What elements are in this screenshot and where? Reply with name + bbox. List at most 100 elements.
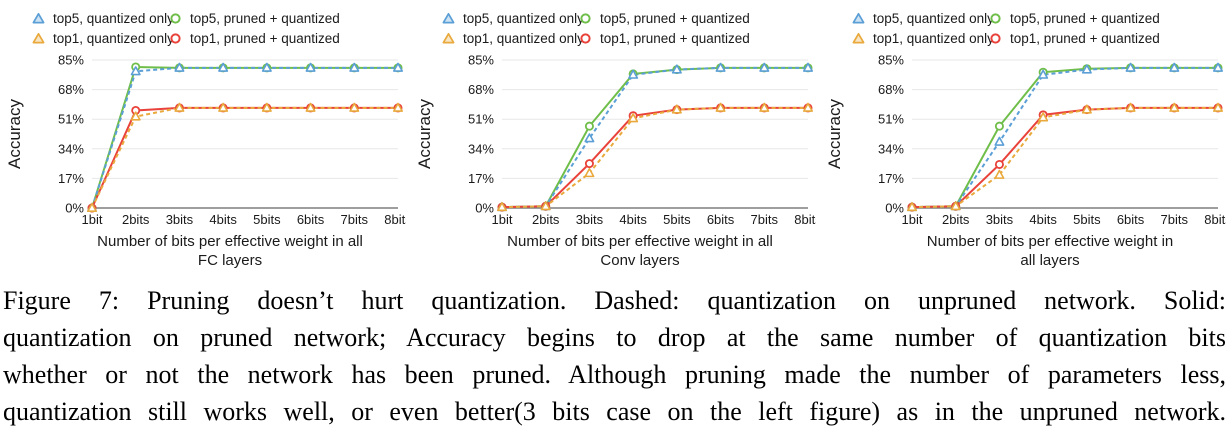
triangle-data-marker [393, 102, 403, 112]
x-axis-title-line2: all layers [1020, 252, 1080, 269]
legend-item: top1, pruned + quantized [169, 31, 340, 46]
y-axis-label: Accuracy [5, 99, 24, 169]
x-tick-label: 8bits [794, 212, 816, 227]
x-tick-label: 2bits [942, 212, 970, 227]
legend-item: top1, quantized only [852, 31, 994, 46]
triangle-data-marker [628, 113, 639, 123]
chart-legend: top5, quantized only top5, pruned + quant… [852, 8, 1229, 48]
circle-marker-icon [580, 32, 591, 44]
chart-panel-conv-layers: top5, quantized only top5, pruned + quant… [410, 8, 820, 270]
legend-item: top5, quantized only [32, 11, 174, 26]
triangle-marker-icon [32, 32, 45, 43]
chart-legend: top5, quantized only top5, pruned + quant… [442, 8, 820, 48]
chart-panel-fc-layers: top5, quantized only top5, pruned + quant… [0, 8, 410, 270]
chart-area: Accuracy 0% 17% 34% 51% 68% 85% 1bit 2bits 3bits… [820, 52, 1229, 228]
caption-line: quantization on pruned network; Accuracy… [3, 323, 1226, 352]
y-axis-label: Accuracy [415, 99, 434, 169]
triangle-data-marker [584, 167, 595, 178]
triangle-marker-icon [32, 12, 45, 23]
caption-line: Figure 7: Pruning doesn’t hurt quantizat… [3, 286, 1226, 315]
y-axis-label-wrap: Accuracy [410, 52, 440, 228]
triangle-data-marker [1038, 69, 1049, 79]
legend-item-label: top5, quantized only [463, 10, 584, 26]
circle-marker-icon [990, 12, 1001, 24]
triangle-data-marker [130, 111, 141, 121]
x-axis-title-line2: Conv layers [600, 252, 680, 269]
triangle-data-marker [174, 102, 185, 112]
triangle-data-marker [715, 102, 726, 112]
y-tick-label: 17% [878, 171, 904, 186]
series-line [91, 65, 398, 209]
figure-caption: Figure 7: Pruning doesn’t hurt quantizat… [0, 282, 1229, 430]
x-tick-label: 5bits [1073, 212, 1101, 227]
series-line [911, 66, 1218, 209]
x-tick-label: 1bit [82, 212, 103, 227]
legend-row: top5, quantized only top5, pruned + quant… [32, 8, 410, 28]
series-line [91, 106, 398, 209]
legend-item-label: top1, pruned + quantized [190, 30, 340, 46]
x-axis-title-line1: Number of bits per effective weight in a… [97, 233, 363, 250]
y-tick-label: 68% [468, 82, 494, 97]
y-tick-label: 51% [468, 112, 494, 127]
triangle-data-marker [907, 201, 917, 212]
legend-item-label: top1, quantized only [463, 30, 584, 46]
legend-item-label: top1, pruned + quantized [600, 30, 750, 46]
circle-marker-icon [990, 32, 1001, 44]
x-axis-title: Number of bits per effective weight in a… [72, 232, 388, 270]
legend-item-label: top5, pruned + quantized [600, 10, 750, 26]
y-tick-label: 0% [475, 201, 494, 216]
legend-item-label: top5, quantized only [53, 10, 174, 26]
y-tick-label: 68% [878, 82, 904, 97]
y-tick-label: 85% [878, 53, 904, 68]
series-line [911, 106, 1218, 209]
triangle-data-marker [1081, 64, 1092, 74]
line-chart-fc-layers: 0% 17% 34% 51% 68% 85% 1bit 2bits 3bits 4bits 5bit… [58, 53, 406, 228]
triangle-data-marker [130, 66, 141, 76]
series-line [911, 66, 1218, 209]
chart-legend: top5, quantized only top5, pruned + quant… [32, 8, 410, 48]
series-line [501, 66, 808, 209]
triangle-data-marker [1125, 62, 1136, 72]
figure-charts-row: top5, quantized only top5, pruned + quant… [0, 8, 1229, 270]
y-axis-label-wrap: Accuracy [820, 52, 850, 228]
legend-item-label: top1, quantized only [53, 30, 174, 46]
y-tick-label: 34% [878, 141, 904, 156]
triangle-data-marker [261, 62, 272, 72]
legend-row: top1, quantized only top1, pruned + quant… [442, 28, 820, 48]
triangle-data-marker [540, 201, 551, 211]
triangle-data-marker [803, 62, 813, 72]
triangle-data-marker [305, 102, 316, 112]
x-tick-label: 7bits [751, 212, 779, 227]
triangle-data-marker [218, 62, 229, 72]
y-axis-label-wrap: Accuracy [0, 52, 30, 228]
triangle-data-marker [1213, 102, 1223, 112]
triangle-data-marker [1081, 104, 1092, 114]
line-chart-all-layers: 0% 17% 34% 51% 68% 85% 1bit 2bits 3bits 4bits 5bit… [878, 53, 1226, 228]
triangle-data-marker [715, 62, 726, 72]
legend-item-label: top5, quantized only [873, 10, 994, 26]
circle-marker-icon [170, 12, 181, 24]
legend-row: top1, quantized only top1, pruned + quant… [852, 28, 1229, 48]
y-tick-label: 51% [58, 112, 84, 127]
x-axis-title: Number of bits per effective weight in a… [482, 232, 798, 270]
triangle-data-marker [1213, 62, 1223, 72]
triangle-data-marker [671, 104, 682, 114]
legend-item-label: top1, quantized only [873, 30, 994, 46]
legend-item: top5, quantized only [852, 11, 994, 26]
triangle-marker-icon [852, 12, 865, 23]
circle-marker-icon [580, 12, 591, 24]
series-line [501, 66, 808, 209]
legend-item: top5, quantized only [442, 11, 584, 26]
triangle-data-marker [349, 62, 360, 72]
x-tick-label: 8bits [1204, 212, 1226, 227]
triangle-data-marker [497, 201, 507, 212]
series-line [91, 66, 398, 209]
circle-marker-icon [170, 32, 181, 44]
triangle-data-marker [349, 102, 360, 112]
triangle-data-marker [1169, 102, 1180, 112]
line-chart-conv-layers: 0% 17% 34% 51% 68% 85% 1bit 2bits 3bits 4bits 5bit… [468, 53, 816, 228]
triangle-data-marker [87, 202, 97, 212]
x-tick-label: 3bits [986, 212, 1014, 227]
y-tick-label: 0% [65, 201, 84, 216]
x-tick-label: 1bit [492, 212, 513, 227]
